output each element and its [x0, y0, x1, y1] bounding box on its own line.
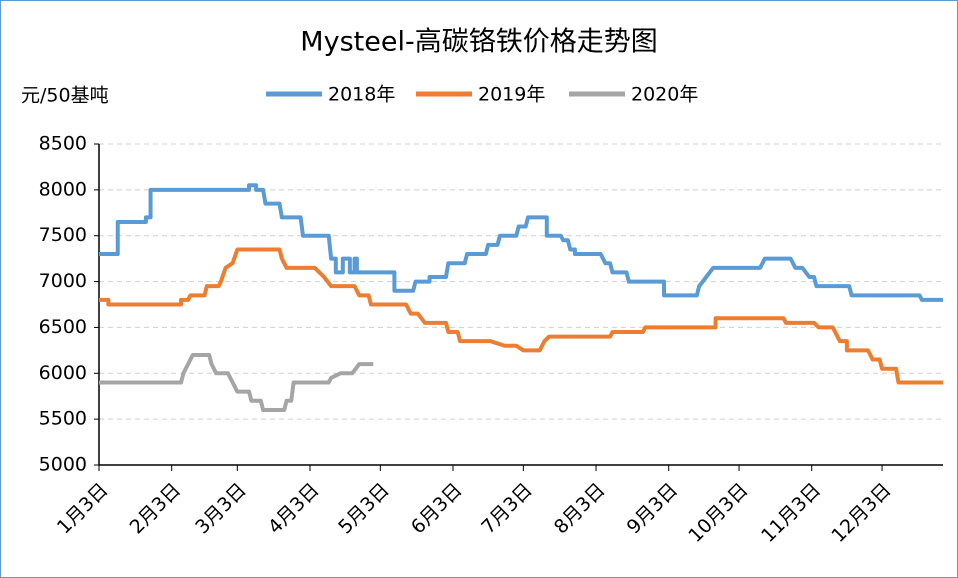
x-tick-label: 9月3日 [623, 479, 683, 539]
x-tick-label: 12月3日 [827, 479, 895, 547]
x-tick-label: 10月3日 [684, 479, 752, 547]
y-tick-label: 5000 [39, 454, 87, 476]
y-axis-label: 元/50基吨 [21, 85, 109, 107]
y-tick-label: 8500 [39, 133, 87, 155]
x-tick-label: 5月3日 [334, 479, 394, 539]
y-tick-label: 8000 [39, 178, 87, 200]
y-tick-label: 7500 [39, 224, 87, 246]
legend-label: 2020年 [631, 84, 698, 106]
x-tick-label: 1月3日 [53, 479, 113, 539]
x-tick-label: 3月3日 [191, 479, 251, 539]
x-tick-label: 2月3日 [126, 479, 186, 539]
y-tick-label: 6500 [39, 316, 87, 338]
x-tick-label: 6月3日 [407, 479, 467, 539]
y-tick-label: 7000 [39, 270, 87, 292]
series-line [99, 183, 943, 302]
x-tick-label: 11月3日 [757, 479, 825, 547]
y-tick-label: 6000 [39, 362, 87, 384]
x-tick-label: 7月3日 [477, 479, 537, 539]
x-tick-label: 4月3日 [264, 479, 324, 539]
legend-label: 2018年 [328, 84, 395, 106]
chart-title: Mysteel-高碳铬铁价格走势图 [300, 27, 657, 58]
x-tick-label: 8月3日 [550, 479, 610, 539]
series-line [99, 247, 943, 385]
y-tick-label: 5500 [39, 408, 87, 430]
series-line [99, 352, 374, 412]
legend-label: 2019年 [478, 84, 545, 106]
